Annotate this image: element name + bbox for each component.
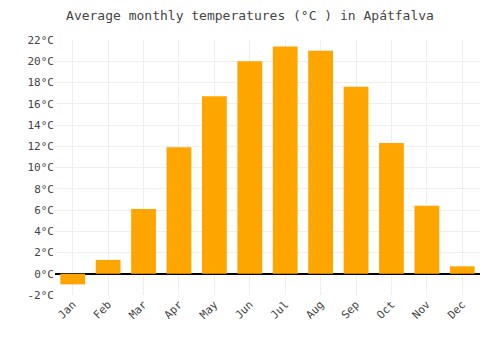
svg-text:Average monthly temperatures (: Average monthly temperatures (°C ) in Ap…: [66, 8, 434, 23]
svg-text:Feb: Feb: [91, 298, 114, 321]
svg-text:Aug: Aug: [303, 298, 326, 321]
svg-text:Sep: Sep: [339, 298, 362, 321]
svg-text:8°C: 8°C: [34, 183, 54, 196]
svg-text:-2°C: -2°C: [28, 289, 55, 302]
svg-text:10°C: 10°C: [28, 161, 55, 174]
svg-text:May: May: [197, 298, 221, 322]
svg-text:4°C: 4°C: [34, 225, 54, 238]
svg-text:6°C: 6°C: [34, 204, 54, 217]
svg-text:16°C: 16°C: [28, 98, 55, 111]
svg-text:12°C: 12°C: [28, 140, 55, 153]
svg-text:0°C: 0°C: [34, 268, 54, 281]
svg-text:Jun: Jun: [233, 298, 256, 321]
svg-text:Dec: Dec: [445, 298, 468, 321]
svg-text:18°C: 18°C: [28, 76, 55, 89]
svg-text:20°C: 20°C: [28, 55, 55, 68]
svg-text:Oct: Oct: [374, 298, 397, 321]
svg-text:Jan: Jan: [55, 298, 78, 321]
svg-text:Nov: Nov: [410, 298, 434, 322]
svg-text:Jul: Jul: [268, 298, 291, 321]
svg-text:22°C: 22°C: [28, 34, 55, 47]
svg-text:Mar: Mar: [126, 298, 150, 322]
svg-text:Apr: Apr: [162, 298, 186, 322]
svg-text:14°C: 14°C: [28, 119, 55, 132]
svg-text:2°C: 2°C: [34, 246, 54, 259]
